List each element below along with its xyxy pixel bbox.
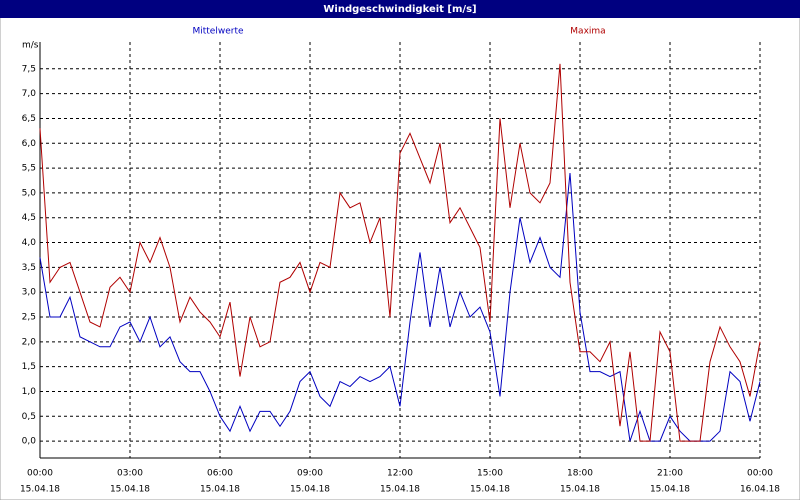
y-tick-label: 5,0 (22, 188, 37, 198)
y-tick-label: 4,5 (22, 213, 36, 223)
x-tick-label: 00:00 (747, 469, 773, 479)
x-tick-date: 15.04.18 (290, 485, 330, 495)
y-tick-label: 2,0 (22, 337, 37, 347)
y-tick-label: 0,5 (22, 412, 36, 422)
x-tick-date: 15.04.18 (560, 485, 600, 495)
y-tick-label: 2,5 (22, 313, 36, 323)
data-line (39, 173, 761, 442)
x-tick-label: 00:00 (27, 469, 53, 479)
x-tick-date: 15.04.18 (20, 485, 60, 495)
y-tick-label: 5,5 (22, 164, 36, 174)
y-tick-label: 6,5 (22, 114, 36, 124)
title-bar (0, 0, 800, 18)
y-tick-label: 1,5 (22, 362, 36, 372)
y-tick-label: 7,0 (22, 89, 37, 99)
x-tick-date: 15.04.18 (380, 485, 420, 495)
y-tick-label: 3,5 (22, 263, 36, 273)
x-tick-label: 03:00 (117, 469, 143, 479)
y-tick-label: 3,0 (22, 288, 37, 298)
y-axis-label: m/s (22, 41, 39, 51)
x-tick-date: 15.04.18 (110, 485, 150, 495)
y-tick-label: 0,0 (22, 437, 37, 447)
y-tick-label: 4,0 (22, 238, 37, 248)
x-tick-date: 15.04.18 (200, 485, 240, 495)
y-tick-label: 6,0 (22, 139, 37, 149)
x-tick-date: 15.04.18 (470, 485, 510, 495)
x-tick-label: 06:00 (207, 469, 233, 479)
y-tick-label: 7,5 (22, 64, 36, 74)
y-tick-label: 1,0 (22, 387, 37, 397)
legend-label: Mittelwerte (192, 27, 243, 37)
x-tick-date: 15.04.18 (650, 485, 690, 495)
x-tick-date: 16.04.18 (740, 485, 780, 495)
legend-label: Maxima (570, 27, 605, 37)
chart-title: Windgeschwindigkeit [m/s] (323, 4, 476, 15)
x-tick-label: 15:00 (477, 469, 503, 479)
data-line (39, 63, 761, 442)
x-tick-label: 12:00 (387, 469, 413, 479)
x-tick-label: 09:00 (297, 469, 323, 479)
x-tick-label: 21:00 (657, 469, 683, 479)
x-tick-label: 18:00 (567, 469, 593, 479)
